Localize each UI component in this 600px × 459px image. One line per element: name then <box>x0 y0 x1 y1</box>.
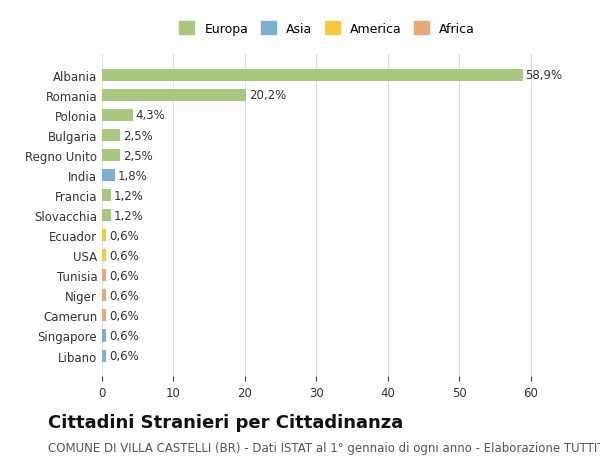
Bar <box>102 150 120 162</box>
Text: 1,2%: 1,2% <box>113 189 143 202</box>
Bar <box>102 270 106 282</box>
Bar <box>102 250 106 262</box>
Bar <box>102 110 133 122</box>
Text: 58,9%: 58,9% <box>526 69 563 82</box>
Bar <box>102 290 106 302</box>
Text: 0,6%: 0,6% <box>109 229 139 242</box>
Bar <box>102 330 106 342</box>
Text: 2,5%: 2,5% <box>123 129 152 142</box>
Bar <box>102 310 106 322</box>
Text: 0,6%: 0,6% <box>109 249 139 262</box>
Bar <box>102 130 120 142</box>
Bar <box>102 350 106 362</box>
Bar <box>102 190 110 202</box>
Bar <box>102 70 523 82</box>
Text: 0,6%: 0,6% <box>109 269 139 282</box>
Text: 0,6%: 0,6% <box>109 289 139 302</box>
Bar <box>102 170 115 182</box>
Bar <box>102 210 110 222</box>
Bar <box>102 230 106 242</box>
Text: 0,6%: 0,6% <box>109 309 139 322</box>
Text: 0,6%: 0,6% <box>109 329 139 342</box>
Legend: Europa, Asia, America, Africa: Europa, Asia, America, Africa <box>177 20 477 38</box>
Text: 4,3%: 4,3% <box>136 109 166 122</box>
Text: COMUNE DI VILLA CASTELLI (BR) - Dati ISTAT al 1° gennaio di ogni anno - Elaboraz: COMUNE DI VILLA CASTELLI (BR) - Dati IST… <box>48 441 600 453</box>
Text: 2,5%: 2,5% <box>123 149 152 162</box>
Text: 0,6%: 0,6% <box>109 349 139 362</box>
Bar <box>102 90 246 102</box>
Text: Cittadini Stranieri per Cittadinanza: Cittadini Stranieri per Cittadinanza <box>48 413 403 431</box>
Text: 20,2%: 20,2% <box>249 89 286 102</box>
Text: 1,8%: 1,8% <box>118 169 148 182</box>
Text: 1,2%: 1,2% <box>113 209 143 222</box>
